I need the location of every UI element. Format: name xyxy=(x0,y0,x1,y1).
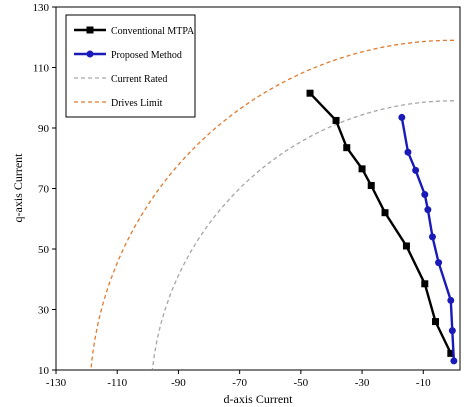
series-layer xyxy=(306,89,458,365)
data-point-proposed-method xyxy=(447,296,455,304)
data-point-conventional-mtpa xyxy=(402,242,410,250)
series-line-conventional-mtpa xyxy=(309,92,452,354)
legend: Conventional MTPA Proposed Method Current … xyxy=(65,14,196,118)
legend-marker-proposed-method xyxy=(86,50,94,58)
legend-label-current-rated: Current Rated xyxy=(111,74,167,85)
data-point-conventional-mtpa xyxy=(306,89,314,97)
legend-label-drives-limit: Drives Limit xyxy=(111,98,163,109)
data-point-conventional-mtpa xyxy=(343,144,351,152)
x-tick-label: -30 xyxy=(355,377,370,389)
data-point-conventional-mtpa xyxy=(432,318,440,326)
data-point-conventional-mtpa xyxy=(358,165,366,173)
x-tick-label: -110 xyxy=(107,377,127,389)
x-tick-label: -70 xyxy=(232,377,247,389)
series-line-proposed-method xyxy=(400,117,456,361)
data-point-proposed-method xyxy=(412,166,420,174)
legend-label-proposed-method: Proposed Method xyxy=(111,50,182,61)
x-tick-label: -10 xyxy=(416,377,431,389)
y-tick-label: 110 xyxy=(33,63,50,75)
data-point-conventional-mtpa xyxy=(332,116,340,124)
y-axis-title: q-axis Current xyxy=(11,153,25,223)
curve-drives-limit xyxy=(90,39,454,368)
legend-label-conventional-mtpa: Conventional MTPA xyxy=(111,26,195,37)
data-point-proposed-method xyxy=(424,206,432,214)
data-point-proposed-method xyxy=(428,233,436,241)
data-point-conventional-mtpa xyxy=(421,280,429,288)
curve-current-rated xyxy=(151,100,454,369)
x-tick-label: -50 xyxy=(294,377,309,389)
y-tick-label: 90 xyxy=(38,123,50,135)
data-point-proposed-method xyxy=(450,357,458,365)
y-tick-label: 10 xyxy=(38,365,50,377)
legend-marker-conventional-mtpa xyxy=(86,26,94,34)
data-point-conventional-mtpa xyxy=(447,349,455,357)
y-tick-label: 30 xyxy=(38,305,50,317)
data-point-proposed-method xyxy=(448,327,456,335)
data-point-proposed-method xyxy=(435,259,443,267)
y-tick-label: 50 xyxy=(38,244,50,256)
data-point-proposed-method xyxy=(398,113,406,121)
y-tick-label: 130 xyxy=(33,2,50,14)
data-point-proposed-method xyxy=(404,148,412,156)
x-tick-label: -90 xyxy=(171,377,186,389)
x-axis-title: d-axis Current xyxy=(224,392,294,406)
curves-layer xyxy=(90,39,454,369)
x-tick-label: -130 xyxy=(46,377,67,389)
legend-items: Conventional MTPA Proposed Method Current … xyxy=(74,26,195,109)
data-point-conventional-mtpa xyxy=(367,181,375,189)
ticks-layer: -130 -110 -90 -70 -50 -30 -10 10 30 50 70 90 110 130 xyxy=(33,2,432,389)
y-tick-label: 70 xyxy=(38,184,50,196)
data-point-conventional-mtpa xyxy=(381,209,389,217)
data-point-proposed-method xyxy=(421,191,429,199)
